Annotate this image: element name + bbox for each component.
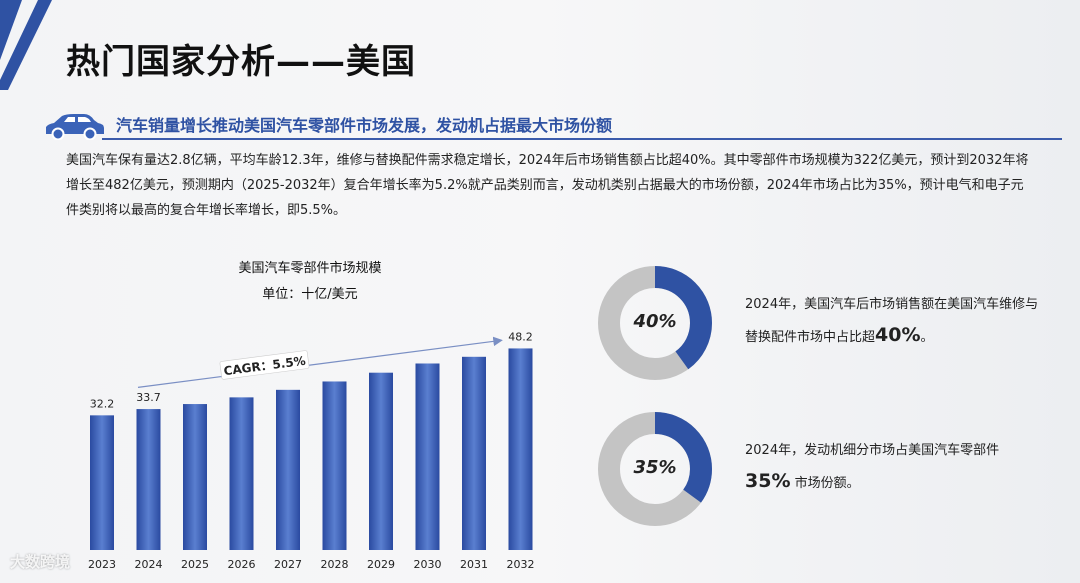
desc-text-engine: 2024年，发动机细分市场占美国汽车零部件	[745, 443, 1000, 458]
x-tick-2027: 2027	[274, 558, 302, 571]
bar-2028	[322, 381, 347, 550]
subtitle-row: 汽车销量增长推动美国汽车零部件市场发展，发动机占据最大市场份额	[42, 108, 1062, 140]
x-tick-2026: 2026	[228, 558, 256, 571]
desc-highlight-engine: 35%	[745, 470, 791, 492]
x-tick-2031: 2031	[460, 558, 488, 571]
x-tick-2024: 2024	[135, 558, 163, 571]
car-icon	[46, 114, 104, 140]
bar-2026	[229, 397, 254, 550]
bar-chart: 32.2 33.7 48.2 2023 2024 2025 2026 2027 2028 202…	[88, 330, 535, 571]
bar-2024	[136, 409, 161, 550]
subtitle: 汽车销量增长推动美国汽车零部件市场发展，发动机占据最大市场份额	[116, 116, 613, 135]
donut-label-aftermarket: 40%	[633, 311, 677, 332]
bar-chart-title: 美国汽车零部件市场规模	[238, 261, 382, 276]
cagr-annotation: CAGR：5.5%	[219, 350, 310, 380]
bar-2025	[183, 404, 207, 550]
bar-chart-title-block: 美国汽车零部件市场规模 单位：十亿/美元	[160, 256, 460, 308]
x-tick-2023: 2023	[88, 558, 116, 571]
data-label-2023: 32.2	[90, 397, 115, 410]
x-tick-2029: 2029	[367, 558, 395, 571]
accent-stripe	[0, 0, 52, 90]
desc-text-aftermarket: 2024年，美国汽车后市场销售额在美国汽车维修与替换配件市场中占比超	[745, 297, 1039, 345]
bar-chart-unit: 单位：十亿/美元	[262, 287, 358, 302]
donut-slice-highlight	[598, 412, 712, 526]
body-paragraph: 美国汽车保有量达2.8亿辆，平均车龄12.3年，维修与替换配件需求稳定增长，20…	[66, 153, 1029, 218]
watermark-logo: 大数跨境	[10, 553, 71, 571]
bar-2027	[276, 389, 300, 550]
desc-highlight-aftermarket: 40%	[875, 324, 921, 346]
x-tick-2028: 2028	[321, 558, 349, 571]
x-tick-2030: 2030	[414, 558, 442, 571]
subtitle-divider	[102, 138, 1062, 140]
donut-description-aftermarket: 2024年，美国汽车后市场销售额在美国汽车维修与替换配件市场中占比超40%。	[745, 290, 1045, 353]
bar-2031	[462, 356, 486, 550]
donut-slice-highlight	[598, 266, 712, 380]
x-tick-2032: 2032	[507, 558, 535, 571]
cagr-trend-arrow	[137, 336, 503, 388]
bar-2029	[369, 372, 393, 550]
x-tick-2025: 2025	[181, 558, 209, 571]
bar-2030	[415, 363, 440, 550]
donut-chart-engine	[598, 412, 712, 526]
data-label-2024: 33.7	[136, 391, 161, 404]
donut-description-engine: 2024年，发动机细分市场占美国汽车零部件 35% 市场份额。	[745, 436, 1045, 499]
donut-label-engine: 35%	[633, 457, 677, 478]
page-title: 热门国家分析——美国	[66, 42, 416, 82]
bar-2023	[90, 415, 114, 550]
desc-suffix-aftermarket: 。	[920, 330, 934, 345]
donut-chart-aftermarket	[598, 266, 712, 380]
desc-suffix-engine: 市场份额。	[790, 476, 860, 491]
data-label-2032: 48.2	[508, 330, 533, 343]
bar-2032	[508, 348, 533, 550]
